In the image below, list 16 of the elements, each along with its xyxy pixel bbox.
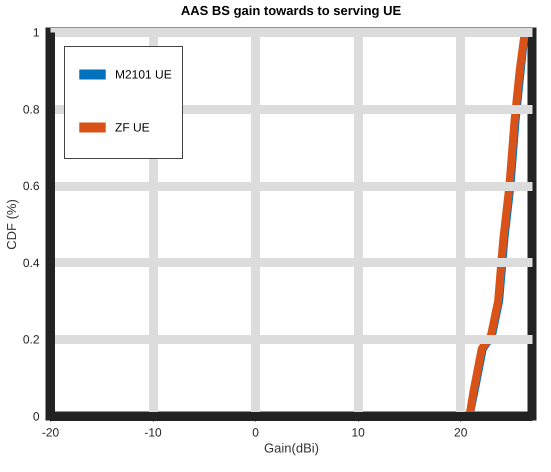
legend-label: M2101 UE (115, 68, 172, 82)
y-tick-label: 1 (32, 26, 40, 40)
legend-label: ZF UE (115, 120, 150, 134)
y-tick-label: 0.6 (22, 179, 40, 194)
x-tick-label: 0 (252, 426, 260, 440)
y-axis-title: CDF (%) (4, 199, 19, 250)
x-axis-title: Gain(dBi) (264, 440, 319, 456)
y-tick-label: 0.8 (22, 102, 40, 116)
y-tick-label: 0.4 (22, 256, 40, 270)
x-tick-label: 10 (351, 426, 366, 440)
y-tick-label: 0 (32, 410, 40, 424)
chart-title: AAS BS gain towards to serving UE (180, 3, 402, 18)
y-tick-label: 0.2 (22, 332, 40, 347)
x-tick-label: 20 (454, 426, 468, 440)
x-tick-label: -10 (144, 426, 162, 440)
x-tick-label: -20 (42, 426, 60, 440)
